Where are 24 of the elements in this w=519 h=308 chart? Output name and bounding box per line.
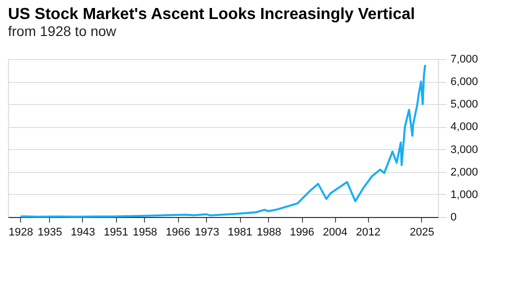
y-tick-label: 1,000 [450, 188, 478, 201]
chart-subtitle: from 1928 to now [8, 23, 118, 39]
y-tick-label: 2,000 [450, 166, 478, 178]
y-tick-label: 6,000 [450, 76, 478, 88]
x-tick-label: 1958 [132, 226, 158, 238]
x-tick-label: 1996 [290, 226, 314, 238]
x-tick-label: 1988 [256, 226, 282, 238]
x-tick-label: 1943 [70, 226, 96, 238]
y-tick-label: 3,000 [450, 144, 478, 156]
line-series [19, 64, 426, 218]
x-tick-label: 2004 [322, 226, 348, 238]
x-tick-label: 1928 [8, 226, 34, 238]
y-tick-label: 0 [450, 212, 457, 224]
chart-title: US Stock Market's Ascent Looks Increasingly Vertical [8, 6, 415, 23]
x-tick-label: 1973 [194, 226, 220, 238]
y-tick-label: 7,000 [450, 54, 478, 66]
x-tick-label: 1966 [166, 226, 190, 238]
x-tick-label: 1981 [228, 226, 252, 238]
y-tick-label: 5,000 [450, 98, 478, 111]
x-tick-label: 2012 [356, 226, 380, 238]
x-tick-label: 1951 [104, 226, 128, 238]
x-tick-label: 2025 [410, 226, 434, 238]
y-tick-label: 4,000 [450, 121, 478, 134]
x-tick-label: 1935 [38, 226, 62, 238]
